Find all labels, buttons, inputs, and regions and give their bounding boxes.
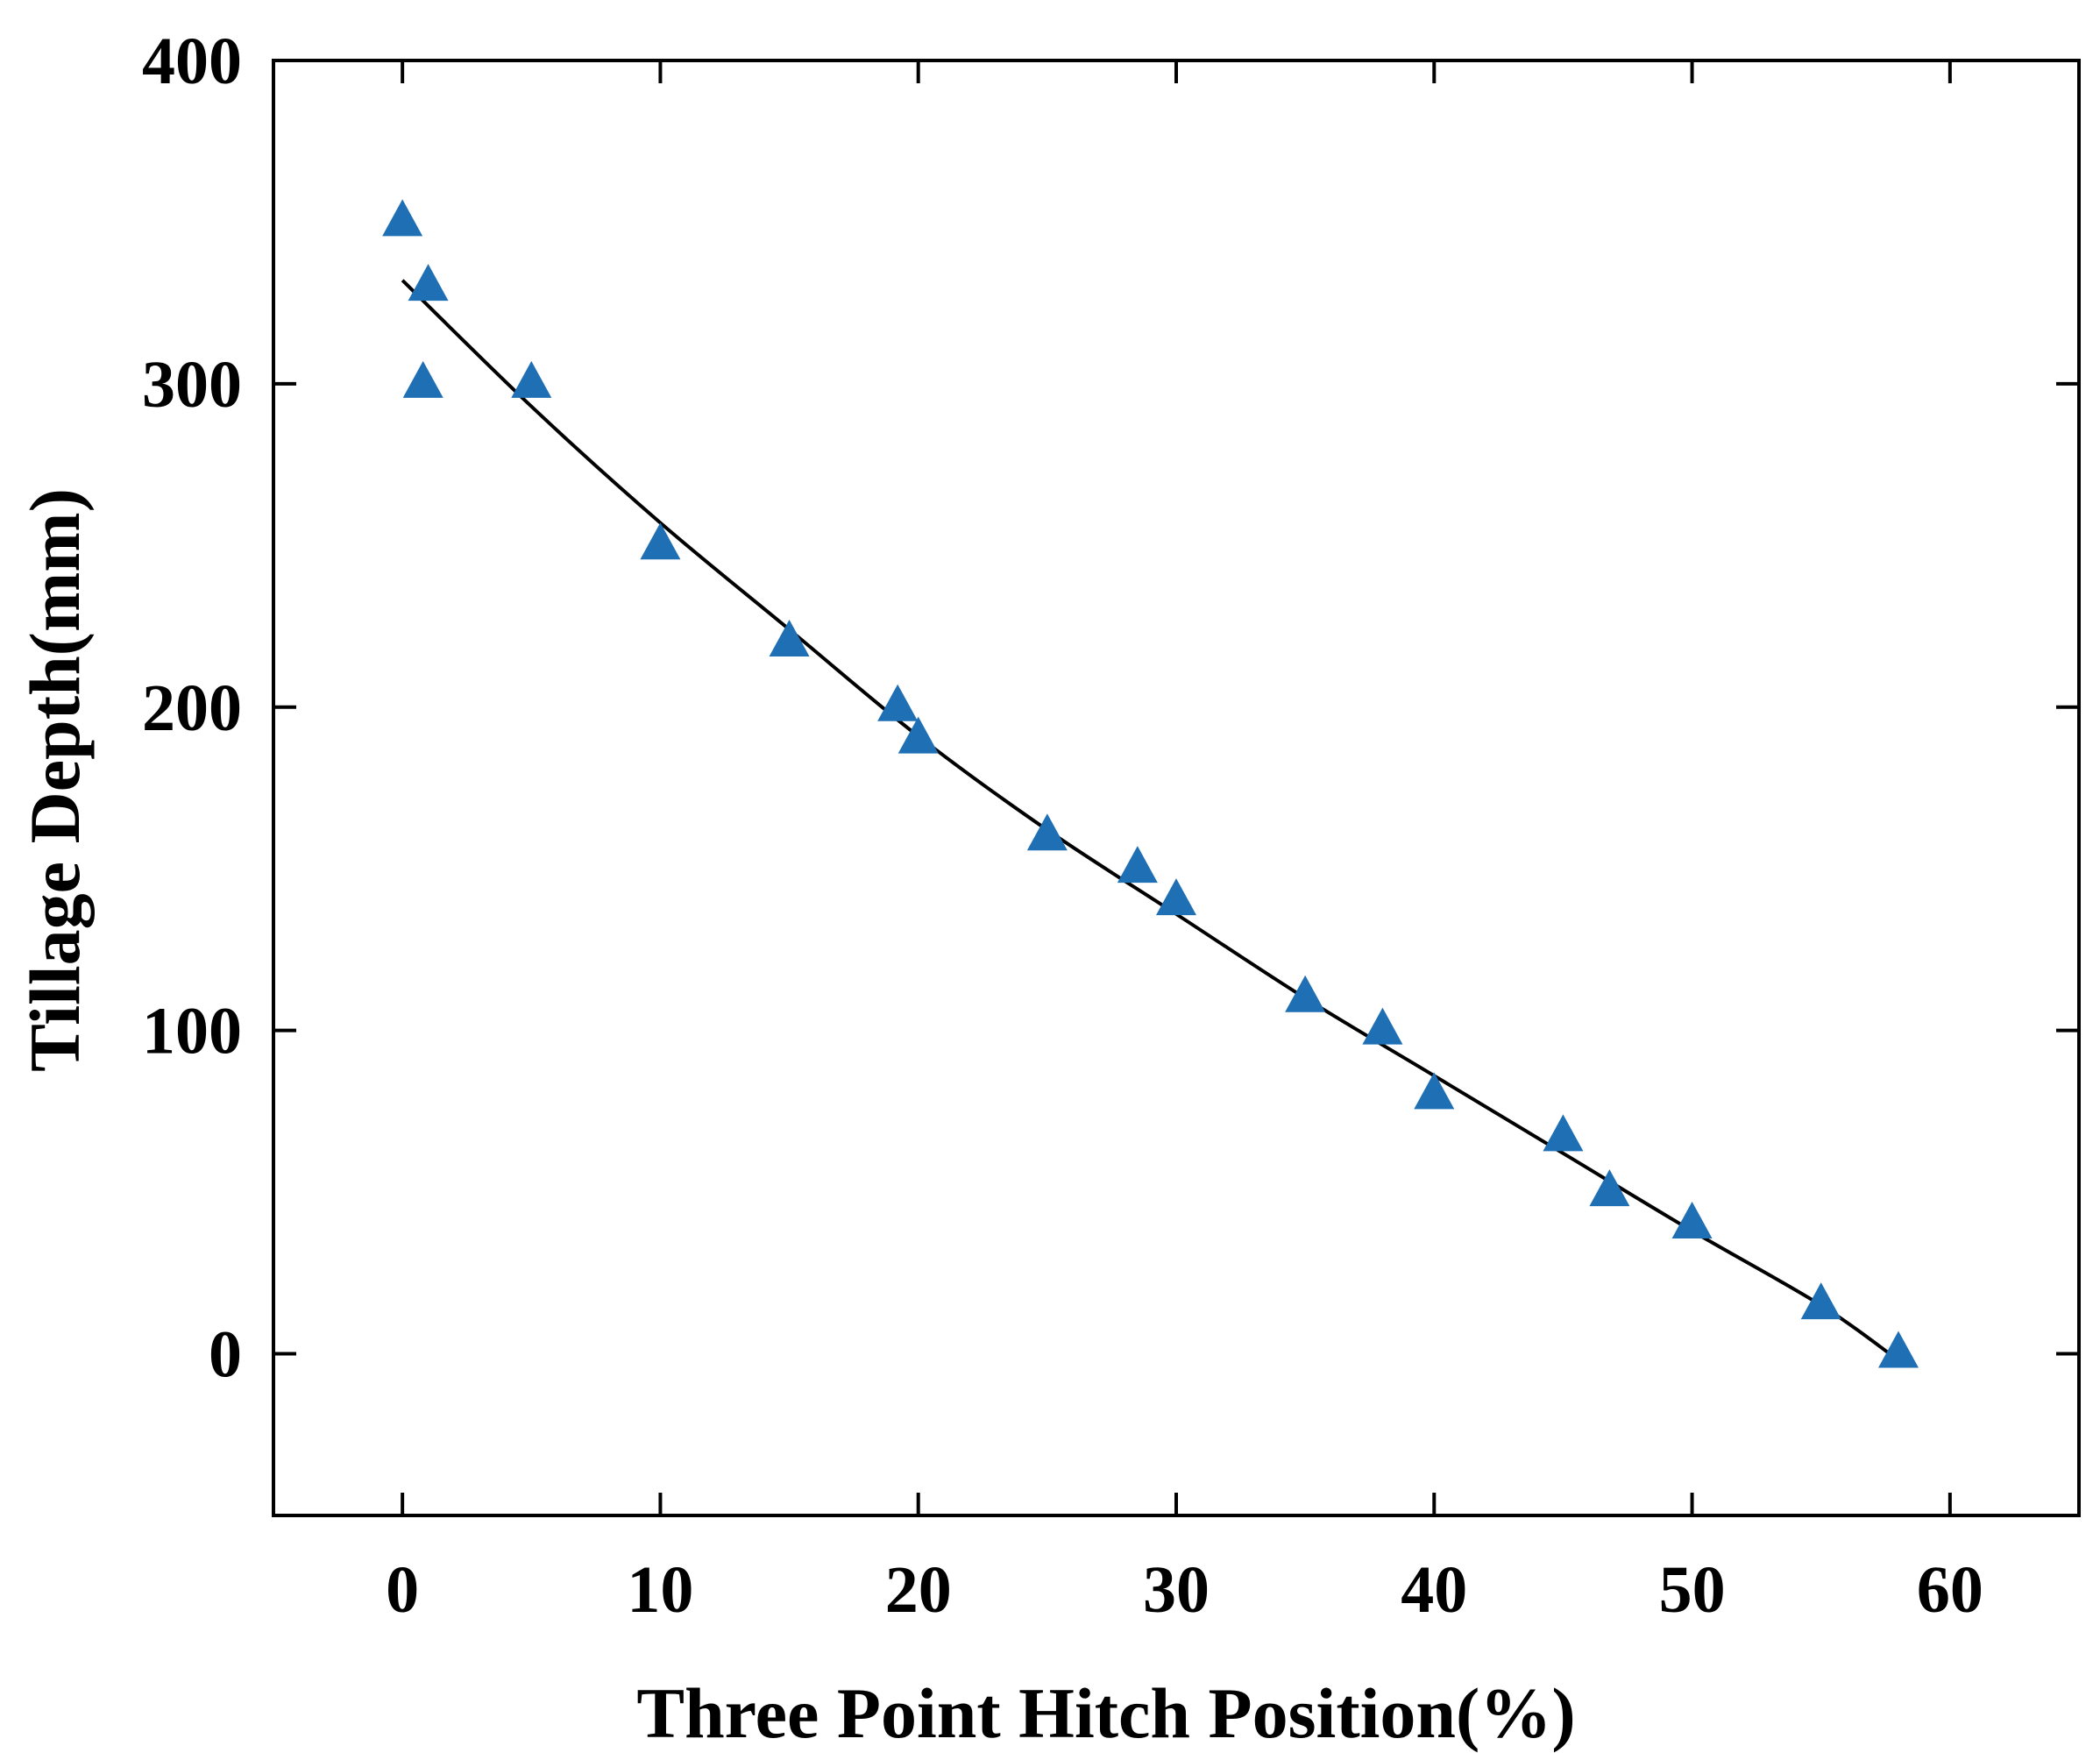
x-axis-label: Three Point Hitch Position(%) [636,1673,1575,1753]
y-tick-label: 400 [142,25,242,98]
y-tick-label: 300 [142,348,242,422]
data-point [877,684,919,721]
data-point [1800,1282,1841,1320]
y-tick-label: 100 [142,995,242,1068]
data-point [1589,1169,1630,1207]
y-tick-label: 200 [142,671,242,745]
fit-curve-line [401,279,1900,1362]
data-point [1285,975,1326,1012]
data-point [408,264,449,302]
data-point [897,716,939,754]
data-point [769,619,810,656]
data-points [382,199,1919,1368]
x-tick-label: 50 [1659,1553,1726,1627]
data-point [1878,1331,1919,1368]
data-point [1414,1072,1455,1110]
data-point [1671,1201,1713,1238]
x-tick-label: 10 [627,1553,693,1627]
x-tick-label: 0 [386,1553,419,1627]
y-tick-label: 0 [209,1318,242,1392]
data-point [1156,878,1196,916]
x-tick-label: 30 [1143,1553,1210,1627]
x-tick-label: 20 [885,1553,952,1627]
axis-tick-labels: 0 10 20 30 40 50 60 0 100 200 300 400 [142,25,1983,1627]
data-point [1362,1007,1403,1045]
axis-ticks [273,59,2079,1515]
data-point [402,360,443,398]
data-point [511,360,552,398]
x-tick-label: 60 [1917,1553,1983,1627]
data-point [1117,846,1158,884]
data-point [1026,813,1068,851]
x-tick-label: 40 [1401,1553,1467,1627]
y-axis-label: Tillage Depth(mm) [15,488,95,1072]
data-point [382,199,423,237]
data-point [1543,1114,1584,1152]
data-point [640,522,681,560]
